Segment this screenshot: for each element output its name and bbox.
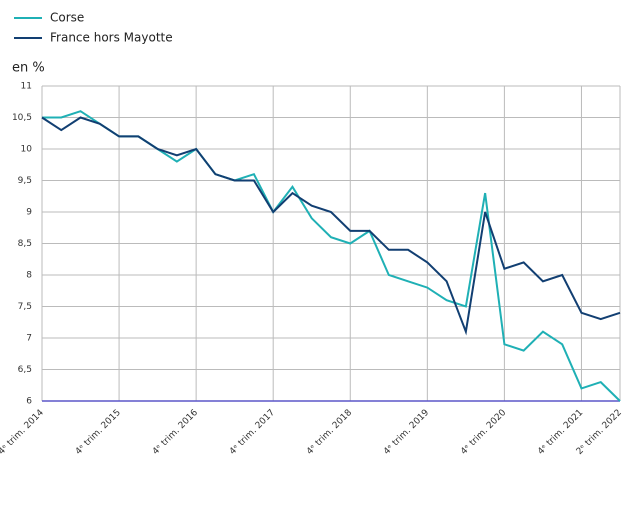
x-tick-label: 4ᵉ trim. 2016 [151, 408, 200, 457]
x-tick-label: 4ᵉ trim. 2018 [305, 408, 354, 457]
x-tick-label: 4ᵉ trim. 2019 [382, 408, 431, 457]
y-tick-label: 6,5 [18, 365, 32, 375]
y-tick-label: 8 [26, 271, 32, 281]
y-tick-label: 9,5 [18, 176, 32, 186]
series-line [41, 116, 621, 336]
y-tick-label: 6 [26, 397, 32, 407]
x-tick-label: 4ᵉ trim. 2020 [459, 408, 508, 457]
y-tick-label: 11 [21, 82, 32, 92]
legend-label: France hors Mayotte [50, 31, 173, 45]
legend-label: Corse [50, 11, 84, 25]
x-tick-label: 4ᵉ trim. 2015 [74, 408, 123, 457]
y-tick-label: 8,5 [18, 239, 32, 249]
y-axis-label: en % [12, 61, 45, 76]
y-tick-label: 10 [21, 145, 33, 155]
y-tick-label: 9 [26, 208, 32, 218]
series-line [42, 110, 621, 402]
y-tick-label: 7,5 [18, 302, 32, 312]
y-tick-label: 10,5 [12, 113, 32, 123]
x-tick-label: 4ᵉ trim. 2017 [228, 408, 277, 457]
y-tick-label: 7 [26, 334, 32, 344]
x-tick-label: 4ᵉ trim. 2014 [0, 408, 46, 457]
